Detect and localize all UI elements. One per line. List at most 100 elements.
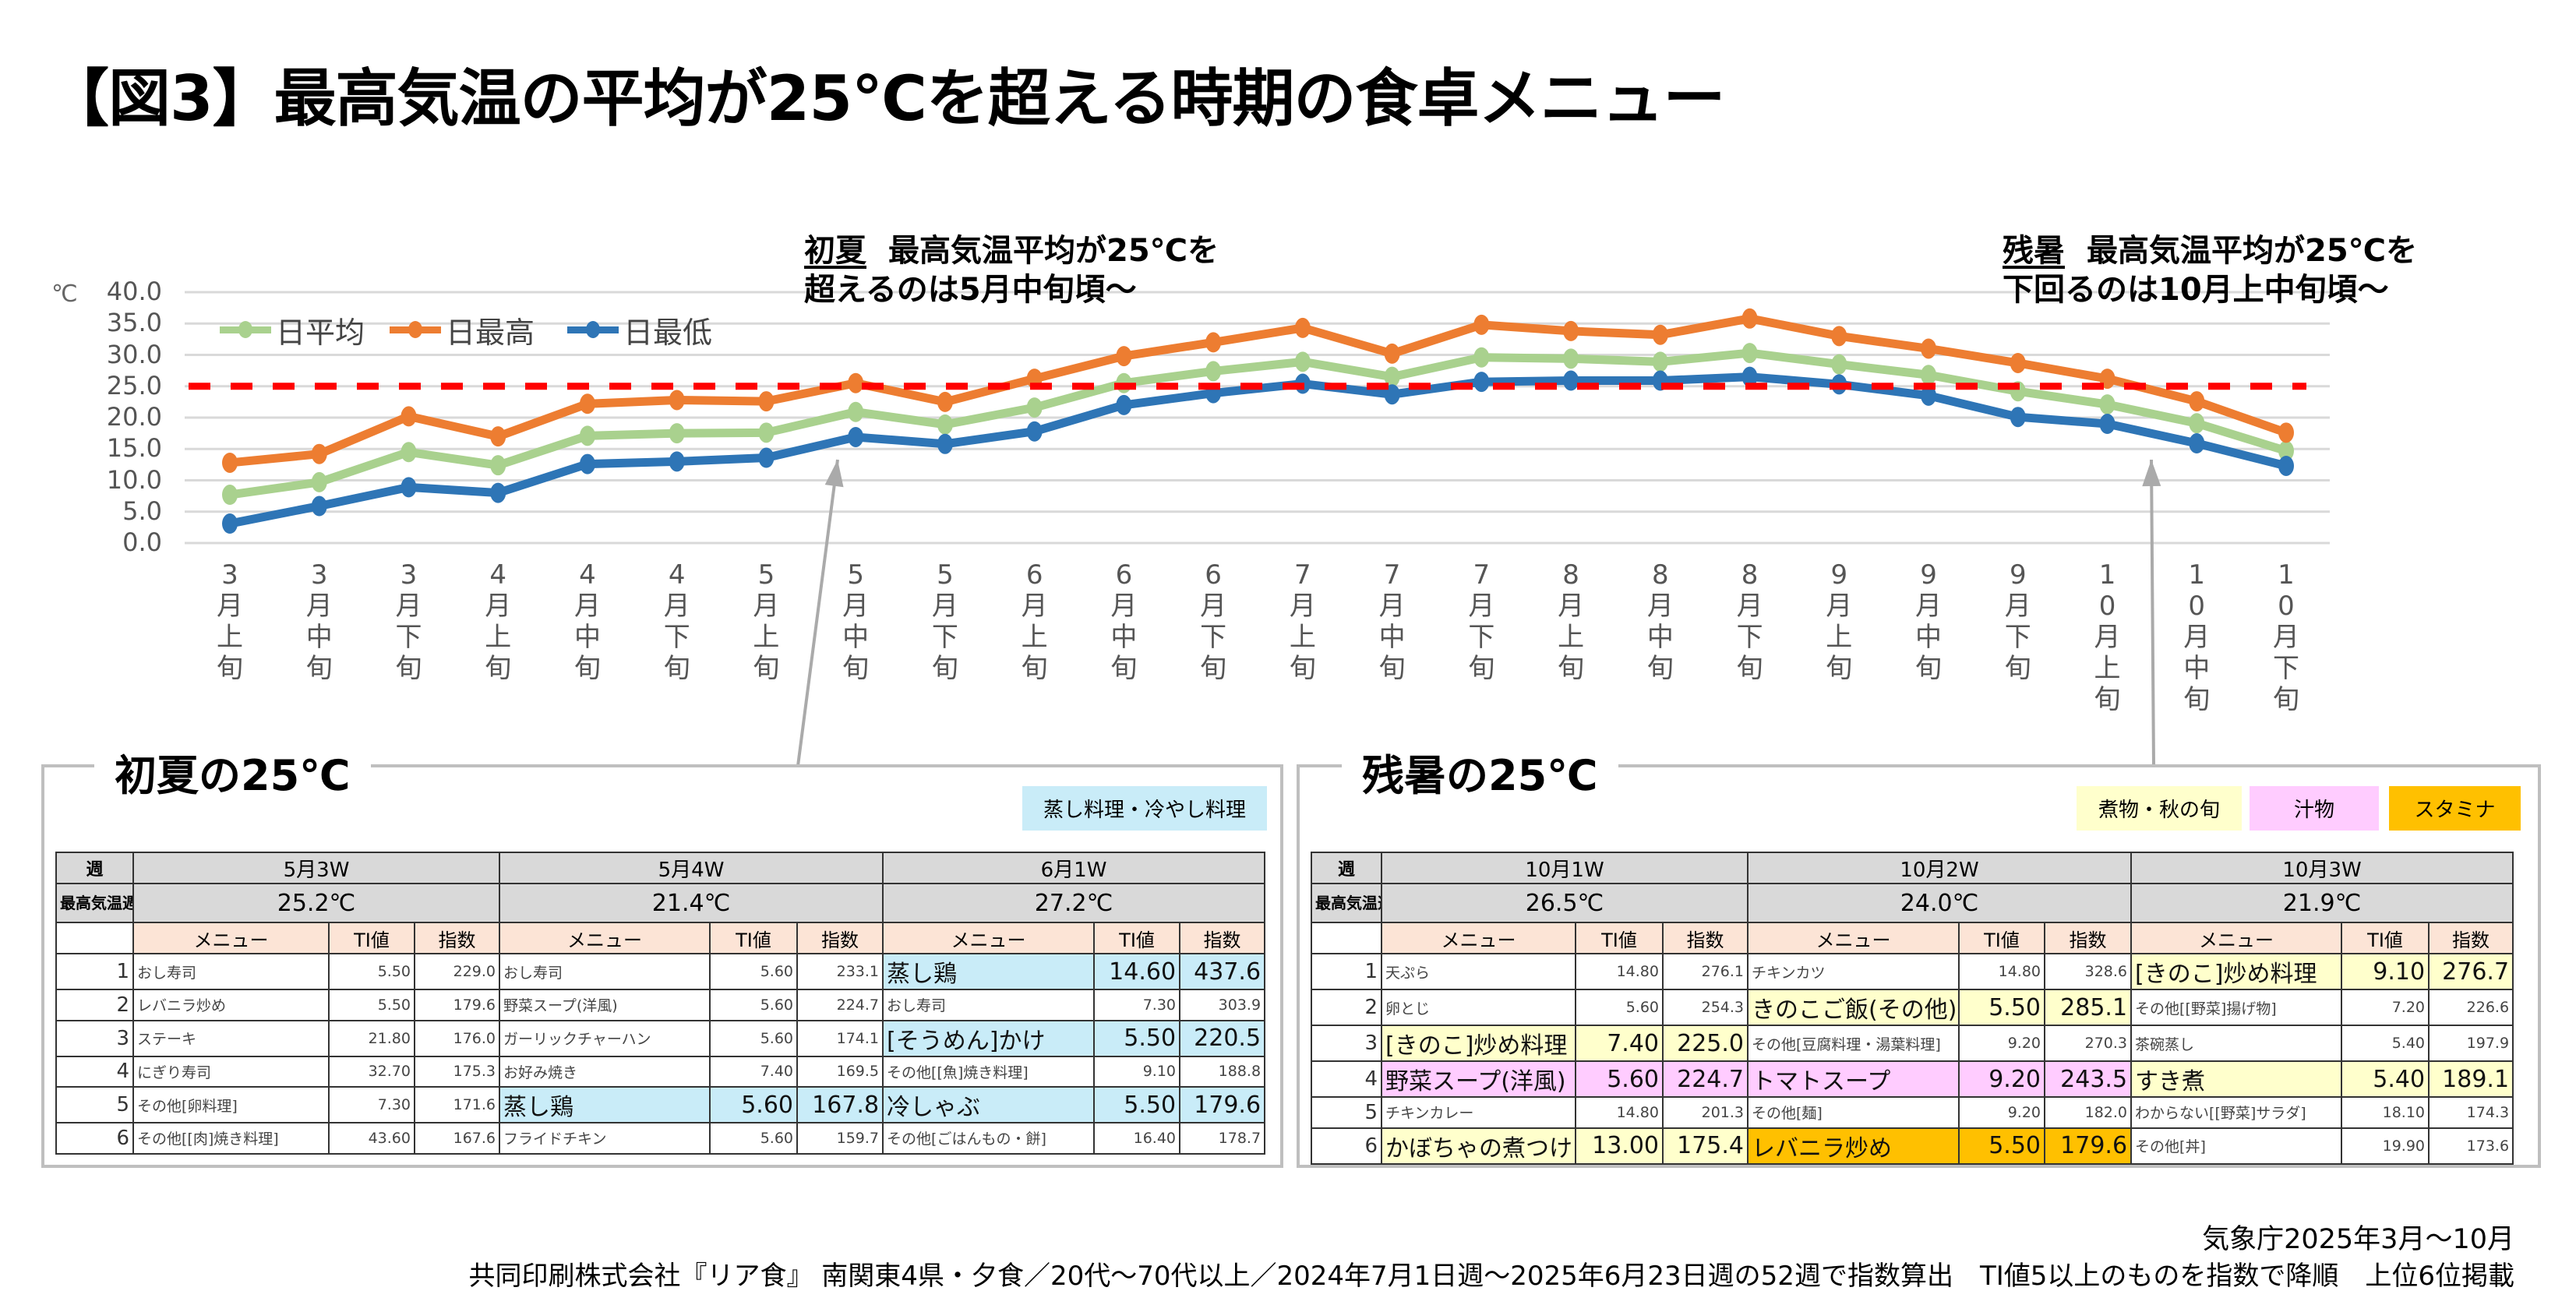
source-weather: 気象庁2025年3月～10月: [2202, 1224, 2514, 1255]
menu-column-header: メニュー: [499, 922, 711, 954]
week-header: 週: [55, 852, 134, 884]
index-value: 276.7: [2428, 953, 2514, 990]
data-point: [1026, 421, 1043, 442]
index-value: 226.6: [2428, 989, 2514, 1026]
index-value: 178.7: [1179, 1122, 1266, 1155]
index-value: 179.6: [413, 989, 501, 1021]
data-point: [579, 425, 595, 446]
ti-value: 16.40: [1093, 1122, 1181, 1155]
index-value: 175.4: [1661, 1127, 1749, 1165]
annotation-label: 初夏: [804, 233, 866, 269]
x-tick-label: 7月下旬: [1468, 559, 1495, 684]
data-point: [1921, 365, 1937, 386]
data-point: [222, 452, 238, 473]
menu-name: チキンカレー: [1381, 1096, 1576, 1129]
data-point: [579, 453, 595, 474]
table-row: 2 卵とじ 5.60 254.3 きのこご飯(その他) 5.50 285.1 その他[[野菜]…: [1311, 989, 2514, 1026]
x-tick-label: 5月上旬: [753, 559, 780, 684]
week-label: 6月1W: [882, 852, 1266, 884]
menu-name: フライドチキン: [499, 1122, 711, 1155]
x-tick-label: 7月上旬: [1289, 559, 1316, 684]
index-value: 171.6: [413, 1086, 501, 1123]
index-value: 179.6: [2044, 1127, 2133, 1165]
menu-name: その他[[野菜]揚げ物]: [2130, 989, 2343, 1026]
menu-name: 蒸し鶏: [499, 1086, 711, 1123]
data-point: [1921, 385, 1937, 406]
menu-name: チキンカツ: [1747, 953, 1960, 990]
annotation-label: 残暑: [2003, 233, 2065, 269]
x-tick-label: 3月中旬: [305, 559, 333, 684]
y-tick-label: 40.0: [106, 277, 162, 306]
x-tick-label: 9月下旬: [2004, 559, 2031, 684]
data-point: [1921, 338, 1937, 359]
data-point: [1384, 343, 1400, 364]
menu-name: 野菜スープ(洋風): [499, 989, 711, 1021]
x-tick-label: 6月上旬: [1021, 559, 1048, 684]
table-row: 6 その他[[肉]焼き料理] 43.60 167.6 フライドチキン 5.60 159.7 そ…: [55, 1122, 1266, 1155]
data-point: [669, 451, 685, 472]
ti-value: 7.40: [709, 1055, 799, 1088]
index-value: 243.5: [2044, 1060, 2133, 1098]
rank: 5: [55, 1086, 134, 1123]
menu-name: すき煮: [2130, 1060, 2343, 1098]
ti-value: 13.00: [1575, 1127, 1664, 1165]
index-value: 167.8: [796, 1086, 884, 1123]
ti-value: 9.10: [1093, 1055, 1181, 1088]
menu-name: レバニラ炒め: [132, 989, 330, 1021]
index-value: 328.6: [2044, 953, 2133, 990]
x-tick-label: 10月中旬: [2183, 559, 2211, 715]
ti-value: 5.60: [1575, 989, 1664, 1026]
menu-name: その他[麺]: [1747, 1096, 1960, 1129]
ti-value: 9.20: [1958, 1060, 2046, 1098]
rank: 2: [1311, 989, 1382, 1026]
rank: 6: [1311, 1127, 1382, 1165]
menu-name: その他[丼]: [2130, 1127, 2343, 1165]
ti-value: 5.60: [709, 1086, 799, 1123]
ti-value: 9.10: [2341, 953, 2430, 990]
data-point: [1294, 351, 1311, 372]
ti-value: 7.40: [1575, 1025, 1664, 1062]
data-point: [2010, 352, 2026, 373]
menu-name: その他[豆腐料理・湯葉料理]: [1747, 1025, 1960, 1062]
data-point: [1563, 320, 1579, 341]
menu-name: にぎり寿司: [132, 1055, 330, 1088]
ti-column-header: TI値: [709, 922, 799, 954]
data-point: [2278, 440, 2294, 461]
menu-name: [きのこ]炒め料理: [2130, 953, 2343, 990]
index-value: 201.3: [1661, 1096, 1749, 1129]
ti-value: 5.60: [709, 953, 799, 990]
x-tick-label: 8月下旬: [1736, 559, 1763, 684]
series-line-1: [229, 314, 2288, 467]
arrow-head-icon: [2142, 460, 2161, 487]
data-point: [2010, 407, 2026, 428]
data-point: [1831, 326, 1847, 347]
table-row: 4 にぎり寿司 32.70 175.3 お好み焼き 7.40 169.5 その他[[魚]焼き料…: [55, 1055, 1266, 1088]
rank-header: [1311, 922, 1382, 954]
ti-value: 14.60: [1093, 953, 1181, 990]
page-title: 【図3】最高気温の平均が25℃を超える時期の食卓メニュー: [47, 62, 1725, 135]
panel-title: 初夏の25℃: [94, 741, 371, 802]
week-label: 10月3W: [2130, 852, 2514, 884]
x-tick-label: 3月上旬: [217, 559, 243, 684]
data-point: [848, 401, 864, 422]
data-point: [1741, 366, 1758, 387]
legend-item-average: 日平均: [220, 309, 365, 351]
ti-value: 5.40: [2341, 1025, 2430, 1062]
x-tick-label: 10月下旬: [2273, 559, 2299, 715]
ti-value: 5.60: [709, 1019, 799, 1057]
ti-value: 5.50: [1093, 1086, 1181, 1123]
menu-table-late-summer: 週10月1W10月2W10月3W最高気温週平均26.5℃24.0℃21.9℃メニ…: [1311, 852, 2514, 1165]
index-column-header: 指数: [2044, 922, 2133, 954]
ti-value: 5.50: [328, 989, 415, 1021]
data-point: [2278, 455, 2294, 476]
menu-table-early-summer: 週5月3W5月4W6月1W最高気温週平均25.2℃21.4℃27.2℃メニューT…: [55, 852, 1266, 1155]
x-tick-label: 6月中旬: [1110, 559, 1138, 684]
ti-value: 32.70: [328, 1055, 415, 1088]
ti-value: 5.50: [328, 953, 415, 990]
legend-tag-steam: 蒸し料理・冷やし料理: [1022, 786, 1267, 831]
ti-value: 5.60: [709, 1122, 799, 1155]
index-value: 167.6: [413, 1122, 501, 1155]
ti-value: 5.50: [1958, 1127, 2046, 1165]
index-value: 174.1: [796, 1019, 884, 1057]
data-point: [579, 393, 595, 414]
